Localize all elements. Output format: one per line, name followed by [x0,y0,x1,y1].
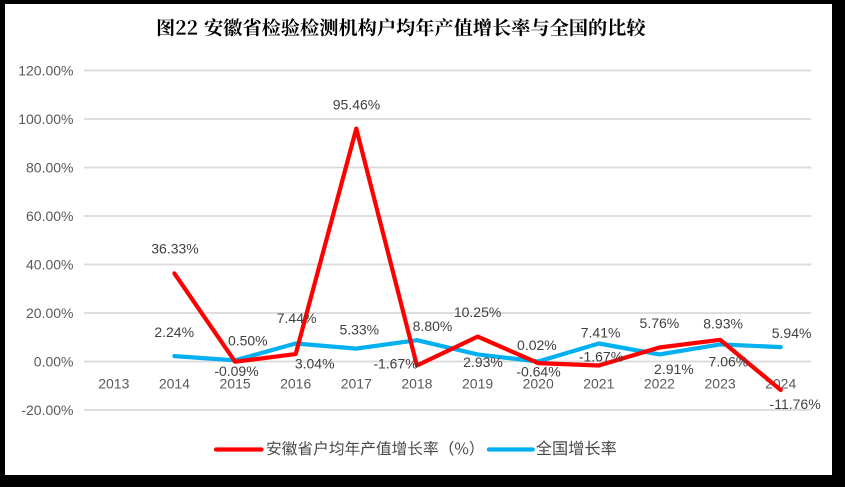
svg-text:2020: 2020 [523,376,554,392]
svg-text:2013: 2013 [98,376,129,392]
svg-text:2016: 2016 [280,376,311,392]
svg-text:80.00%: 80.00% [26,160,73,176]
svg-text:2017: 2017 [341,376,372,392]
svg-text:2019: 2019 [462,376,493,392]
svg-text:7.44%: 7.44% [277,310,317,326]
svg-text:36.33%: 36.33% [151,241,198,257]
svg-text:100.00%: 100.00% [18,111,73,127]
svg-text:2.24%: 2.24% [154,324,194,340]
svg-text:0.02%: 0.02% [517,337,557,353]
svg-text:5.33%: 5.33% [339,322,379,338]
svg-text:0.00%: 0.00% [34,354,74,370]
svg-text:2.91%: 2.91% [654,361,694,377]
svg-text:2021: 2021 [583,376,614,392]
svg-text:8.93%: 8.93% [703,316,743,332]
svg-text:3.04%: 3.04% [295,356,335,372]
svg-text:60.00%: 60.00% [26,208,73,224]
svg-text:0.50%: 0.50% [228,332,268,348]
svg-text:-1.67%: -1.67% [579,348,623,364]
svg-text:10.25%: 10.25% [454,304,501,320]
svg-text:5.76%: 5.76% [640,315,680,331]
svg-text:95.46%: 95.46% [333,96,380,112]
svg-text:-0.64%: -0.64% [516,363,560,379]
svg-text:8.80%: 8.80% [413,318,453,334]
svg-text:2015: 2015 [220,376,251,392]
svg-text:40.00%: 40.00% [26,257,73,273]
svg-text:-0.09%: -0.09% [214,363,258,379]
svg-text:7.06%: 7.06% [709,353,749,369]
svg-text:20.00%: 20.00% [26,305,73,321]
svg-text:5.94%: 5.94% [772,325,812,341]
svg-text:2018: 2018 [401,376,432,392]
svg-text:2023: 2023 [705,376,736,392]
svg-text:-1.67%: -1.67% [373,356,417,372]
svg-text:-11.76%: -11.76% [770,396,821,412]
svg-text:2014: 2014 [159,376,190,392]
svg-text:2.93%: 2.93% [463,354,503,370]
svg-text:-20.00%: -20.00% [21,402,73,418]
svg-text:2024: 2024 [765,376,796,392]
svg-text:120.00%: 120.00% [18,63,73,79]
svg-text:7.41%: 7.41% [581,324,621,340]
svg-text:2022: 2022 [644,376,675,392]
